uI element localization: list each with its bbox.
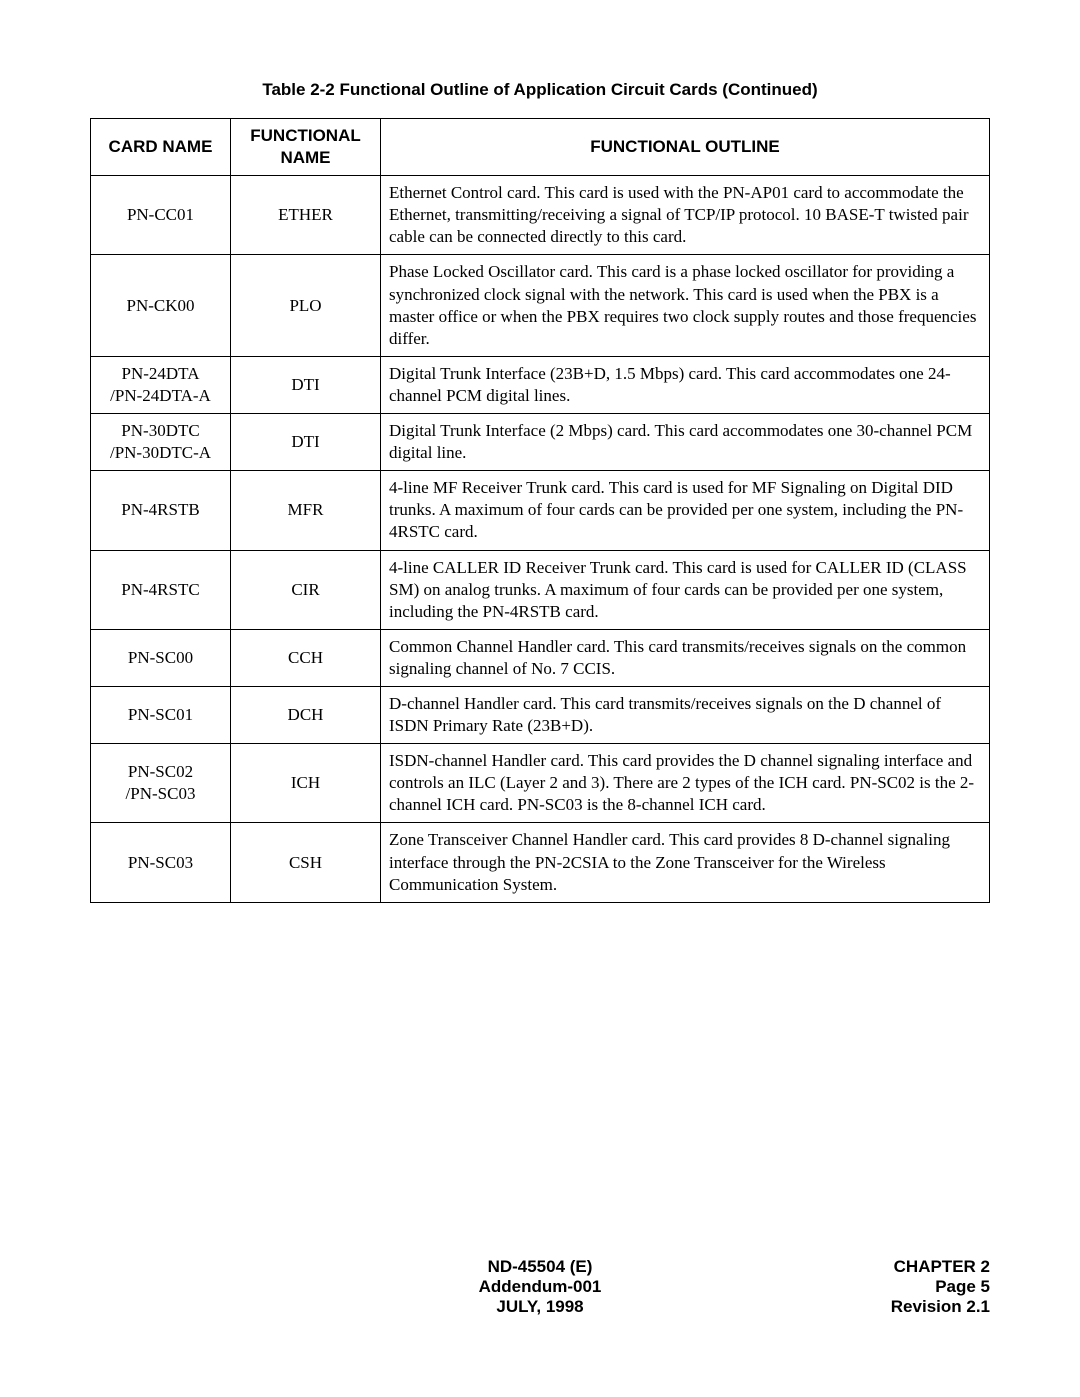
page: Table 2-2 Functional Outline of Applicat…: [0, 0, 1080, 1397]
cell-card-name: PN-SC01: [91, 686, 231, 743]
footer-doc: ND-45504 (E): [250, 1257, 830, 1277]
cell-func-desc: Digital Trunk Interface (2 Mbps) card. T…: [381, 414, 990, 471]
cell-card-name: PN-SC02 /PN-SC03: [91, 744, 231, 823]
footer-chapter: CHAPTER 2: [830, 1257, 990, 1277]
cell-card-name: PN-CC01: [91, 176, 231, 255]
cell-func-name: ICH: [231, 744, 381, 823]
table-header-row: CARD NAME FUNCTIONAL NAME FUNCTIONAL OUT…: [91, 119, 990, 176]
th-func-desc: FUNCTIONAL OUTLINE: [381, 119, 990, 176]
footer-page: Page 5: [830, 1277, 990, 1297]
footer-rev: Revision 2.1: [830, 1297, 990, 1317]
cell-func-desc: D-channel Handler card. This card transm…: [381, 686, 990, 743]
cell-func-name: MFR: [231, 471, 381, 550]
cell-func-desc: Ethernet Control card. This card is used…: [381, 176, 990, 255]
cell-card-name: PN-4RSTB: [91, 471, 231, 550]
table-row: PN-SC03CSHZone Transceiver Channel Handl…: [91, 823, 990, 902]
table-row: PN-4RSTCCIR4-line CALLER ID Receiver Tru…: [91, 550, 990, 629]
cell-func-name: ETHER: [231, 176, 381, 255]
table-row: PN-SC00CCHCommon Channel Handler card. T…: [91, 629, 990, 686]
cell-card-name: PN-30DTC /PN-30DTC-A: [91, 414, 231, 471]
cell-card-name: PN-SC03: [91, 823, 231, 902]
cell-func-name: DCH: [231, 686, 381, 743]
cell-func-desc: Digital Trunk Interface (23B+D, 1.5 Mbps…: [381, 356, 990, 413]
circuit-card-table: CARD NAME FUNCTIONAL NAME FUNCTIONAL OUT…: [90, 118, 990, 903]
cell-func-desc: Common Channel Handler card. This card t…: [381, 629, 990, 686]
cell-card-name: PN-CK00: [91, 255, 231, 356]
cell-func-name: DTI: [231, 414, 381, 471]
cell-func-desc: 4-line CALLER ID Receiver Trunk card. Th…: [381, 550, 990, 629]
page-footer: ND-45504 (E) CHAPTER 2 Addendum-001 Page…: [90, 1257, 990, 1317]
th-func-name: FUNCTIONAL NAME: [231, 119, 381, 176]
table-caption: Table 2-2 Functional Outline of Applicat…: [90, 80, 990, 100]
table-row: PN-SC02 /PN-SC03ICHISDN-channel Handler …: [91, 744, 990, 823]
cell-card-name: PN-4RSTC: [91, 550, 231, 629]
table-row: PN-CK00PLOPhase Locked Oscillator card. …: [91, 255, 990, 356]
cell-func-desc: Phase Locked Oscillator card. This card …: [381, 255, 990, 356]
cell-func-desc: Zone Transceiver Channel Handler card. T…: [381, 823, 990, 902]
table-row: PN-SC01DCHD-channel Handler card. This c…: [91, 686, 990, 743]
cell-func-desc: ISDN-channel Handler card. This card pro…: [381, 744, 990, 823]
cell-card-name: PN-24DTA /PN-24DTA-A: [91, 356, 231, 413]
footer-addendum: Addendum-001: [250, 1277, 830, 1297]
table-row: PN-CC01ETHEREthernet Control card. This …: [91, 176, 990, 255]
cell-func-desc: 4-line MF Receiver Trunk card. This card…: [381, 471, 990, 550]
footer-date: JULY, 1998: [250, 1297, 830, 1317]
cell-card-name: PN-SC00: [91, 629, 231, 686]
cell-func-name: DTI: [231, 356, 381, 413]
cell-func-name: CSH: [231, 823, 381, 902]
cell-func-name: CCH: [231, 629, 381, 686]
cell-func-name: PLO: [231, 255, 381, 356]
table-row: PN-24DTA /PN-24DTA-ADTIDigital Trunk Int…: [91, 356, 990, 413]
th-card-name: CARD NAME: [91, 119, 231, 176]
table-row: PN-30DTC /PN-30DTC-ADTIDigital Trunk Int…: [91, 414, 990, 471]
cell-func-name: CIR: [231, 550, 381, 629]
table-row: PN-4RSTBMFR4-line MF Receiver Trunk card…: [91, 471, 990, 550]
